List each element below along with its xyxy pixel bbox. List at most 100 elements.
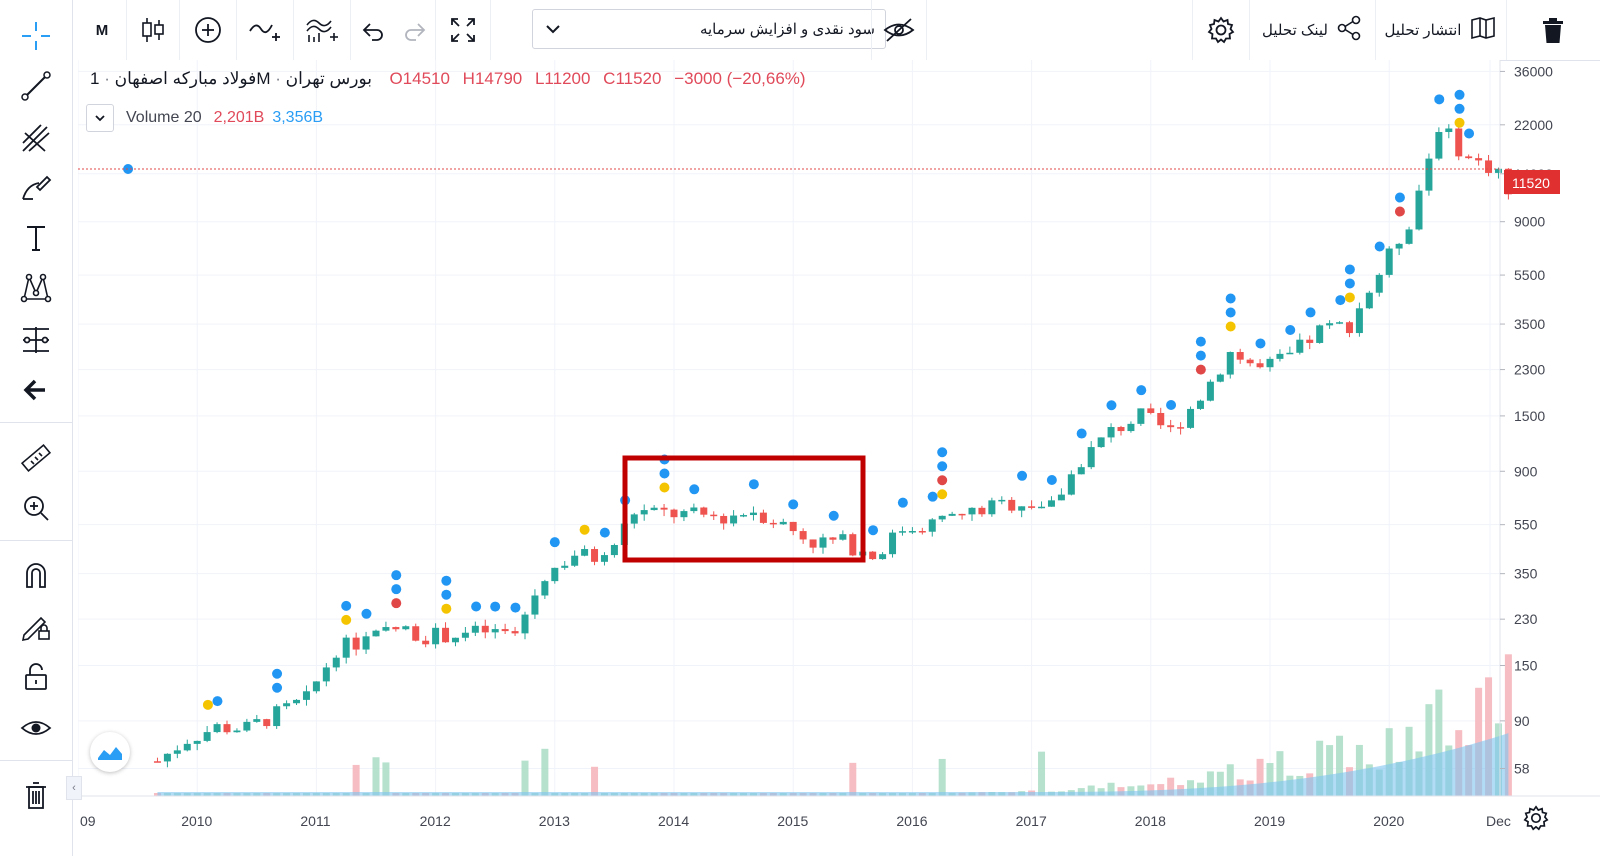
dividend-marker[interactable] — [1394, 206, 1405, 217]
undo-icon[interactable] — [351, 0, 395, 60]
logo-icon[interactable] — [90, 732, 130, 772]
publish-button[interactable]: انتشار تحلیل — [1376, 0, 1507, 60]
dividend-marker[interactable] — [341, 614, 352, 625]
templates-icon[interactable] — [294, 0, 351, 60]
dividend-marker[interactable] — [1434, 94, 1445, 105]
dividend-marker[interactable] — [897, 497, 908, 508]
unlock-icon[interactable] — [14, 656, 58, 696]
dividend-marker[interactable] — [391, 584, 402, 595]
dividend-marker[interactable] — [549, 537, 560, 548]
dividend-marker[interactable] — [868, 525, 879, 536]
dividend-marker[interactable] — [123, 163, 134, 174]
dividend-marker[interactable] — [1136, 385, 1147, 396]
dividend-marker[interactable] — [441, 575, 452, 586]
candle-body — [153, 761, 161, 763]
eye-icon[interactable] — [14, 708, 58, 748]
arrow-left-icon[interactable] — [14, 370, 58, 410]
dividend-marker[interactable] — [1374, 241, 1385, 252]
add-compare-icon[interactable] — [180, 0, 237, 60]
dividend-marker[interactable] — [212, 696, 223, 707]
dividend-marker[interactable] — [341, 600, 352, 611]
dividend-marker[interactable] — [391, 598, 402, 609]
dividend-marker[interactable] — [1017, 470, 1028, 481]
dividend-marker[interactable] — [1225, 321, 1236, 332]
collapse-chevron-icon[interactable] — [86, 104, 114, 132]
lock-drawing-icon[interactable] — [14, 606, 58, 646]
dividend-marker[interactable] — [272, 682, 283, 693]
dividend-marker[interactable] — [1195, 364, 1206, 375]
dividend-marker[interactable] — [1166, 400, 1177, 411]
dividend-marker[interactable] — [1454, 103, 1465, 114]
text-icon[interactable] — [14, 218, 58, 258]
dividend-marker[interactable] — [1195, 336, 1206, 347]
redo-icon[interactable] — [395, 0, 436, 60]
dividend-marker[interactable] — [1225, 293, 1236, 304]
price-chart[interactable]: 3600022000140009000550035002300150090055… — [78, 60, 1600, 856]
crosshair-icon[interactable] — [14, 16, 58, 56]
scroll-left-icon[interactable]: ‹ — [66, 776, 82, 800]
fullscreen-icon[interactable] — [436, 0, 491, 60]
delete-icon[interactable] — [1507, 0, 1599, 60]
hide-eye-icon[interactable] — [871, 0, 927, 60]
dividend-marker[interactable] — [828, 510, 839, 521]
dividend-marker[interactable] — [689, 484, 700, 495]
dividend-marker[interactable] — [361, 608, 372, 619]
dividend-marker[interactable] — [391, 570, 402, 581]
dividend-marker[interactable] — [1285, 324, 1296, 335]
dividend-marker[interactable] — [1046, 474, 1057, 485]
pitchfork-icon[interactable] — [14, 118, 58, 158]
settings-icon[interactable] — [1192, 0, 1250, 60]
dividend-marker[interactable] — [1344, 264, 1355, 275]
dividend-marker[interactable] — [1394, 192, 1405, 203]
dividend-marker[interactable] — [471, 601, 482, 612]
dividend-marker[interactable] — [937, 475, 948, 486]
candle-body — [978, 507, 986, 515]
dividend-marker[interactable] — [579, 524, 590, 535]
candle-body — [531, 595, 539, 615]
dividend-marker[interactable] — [1454, 89, 1465, 100]
dividend-marker[interactable] — [490, 601, 501, 612]
share-button[interactable]: لینک تحلیل — [1249, 0, 1376, 60]
ruler-icon[interactable] — [14, 438, 58, 478]
dividend-marker[interactable] — [441, 603, 452, 614]
interval-button[interactable]: M — [78, 0, 127, 60]
trash-icon[interactable] — [14, 776, 58, 816]
indicators-icon[interactable] — [237, 0, 294, 60]
dividend-marker[interactable] — [1344, 292, 1355, 303]
chart-settings-icon[interactable] — [1522, 804, 1552, 834]
dividend-marker[interactable] — [1225, 307, 1236, 318]
dividend-marker[interactable] — [202, 699, 213, 710]
dividend-marker[interactable] — [937, 489, 948, 500]
chart-area[interactable]: 3600022000140009000550035002300150090055… — [66, 60, 1600, 856]
dividend-marker[interactable] — [659, 482, 670, 493]
dividend-marker[interactable] — [1335, 295, 1346, 306]
dividend-marker[interactable] — [599, 527, 610, 538]
dividend-marker[interactable] — [937, 447, 948, 458]
dividend-marker[interactable] — [1195, 350, 1206, 361]
dividend-marker[interactable] — [659, 468, 670, 479]
trend-line-icon[interactable] — [14, 66, 58, 106]
dividend-marker[interactable] — [1454, 117, 1465, 128]
zoom-in-icon[interactable] — [14, 488, 58, 528]
dividend-marker[interactable] — [510, 602, 521, 613]
brush-icon[interactable] — [14, 168, 58, 208]
dividend-marker[interactable] — [788, 499, 799, 510]
indicator-dropdown[interactable]: سود نقدی و افزایش سرمایه — [532, 9, 886, 49]
dividend-marker[interactable] — [272, 668, 283, 679]
dividend-marker[interactable] — [1464, 128, 1475, 139]
magnet-icon[interactable] — [14, 556, 58, 596]
dividend-marker[interactable] — [927, 491, 938, 502]
chart-type-icon[interactable] — [127, 0, 180, 60]
dividend-marker[interactable] — [1106, 400, 1117, 411]
dividend-marker[interactable] — [748, 479, 759, 490]
dividend-marker[interactable] — [937, 461, 948, 472]
dividend-marker[interactable] — [1305, 307, 1316, 318]
dividend-marker[interactable] — [441, 589, 452, 600]
dividend-marker[interactable] — [1344, 278, 1355, 289]
volume-ma-area — [157, 733, 1509, 796]
pattern-icon[interactable] — [14, 268, 58, 308]
candle-body — [561, 565, 569, 568]
dividend-marker[interactable] — [1076, 428, 1087, 439]
forecast-icon[interactable] — [14, 320, 58, 360]
dividend-marker[interactable] — [1255, 338, 1266, 349]
